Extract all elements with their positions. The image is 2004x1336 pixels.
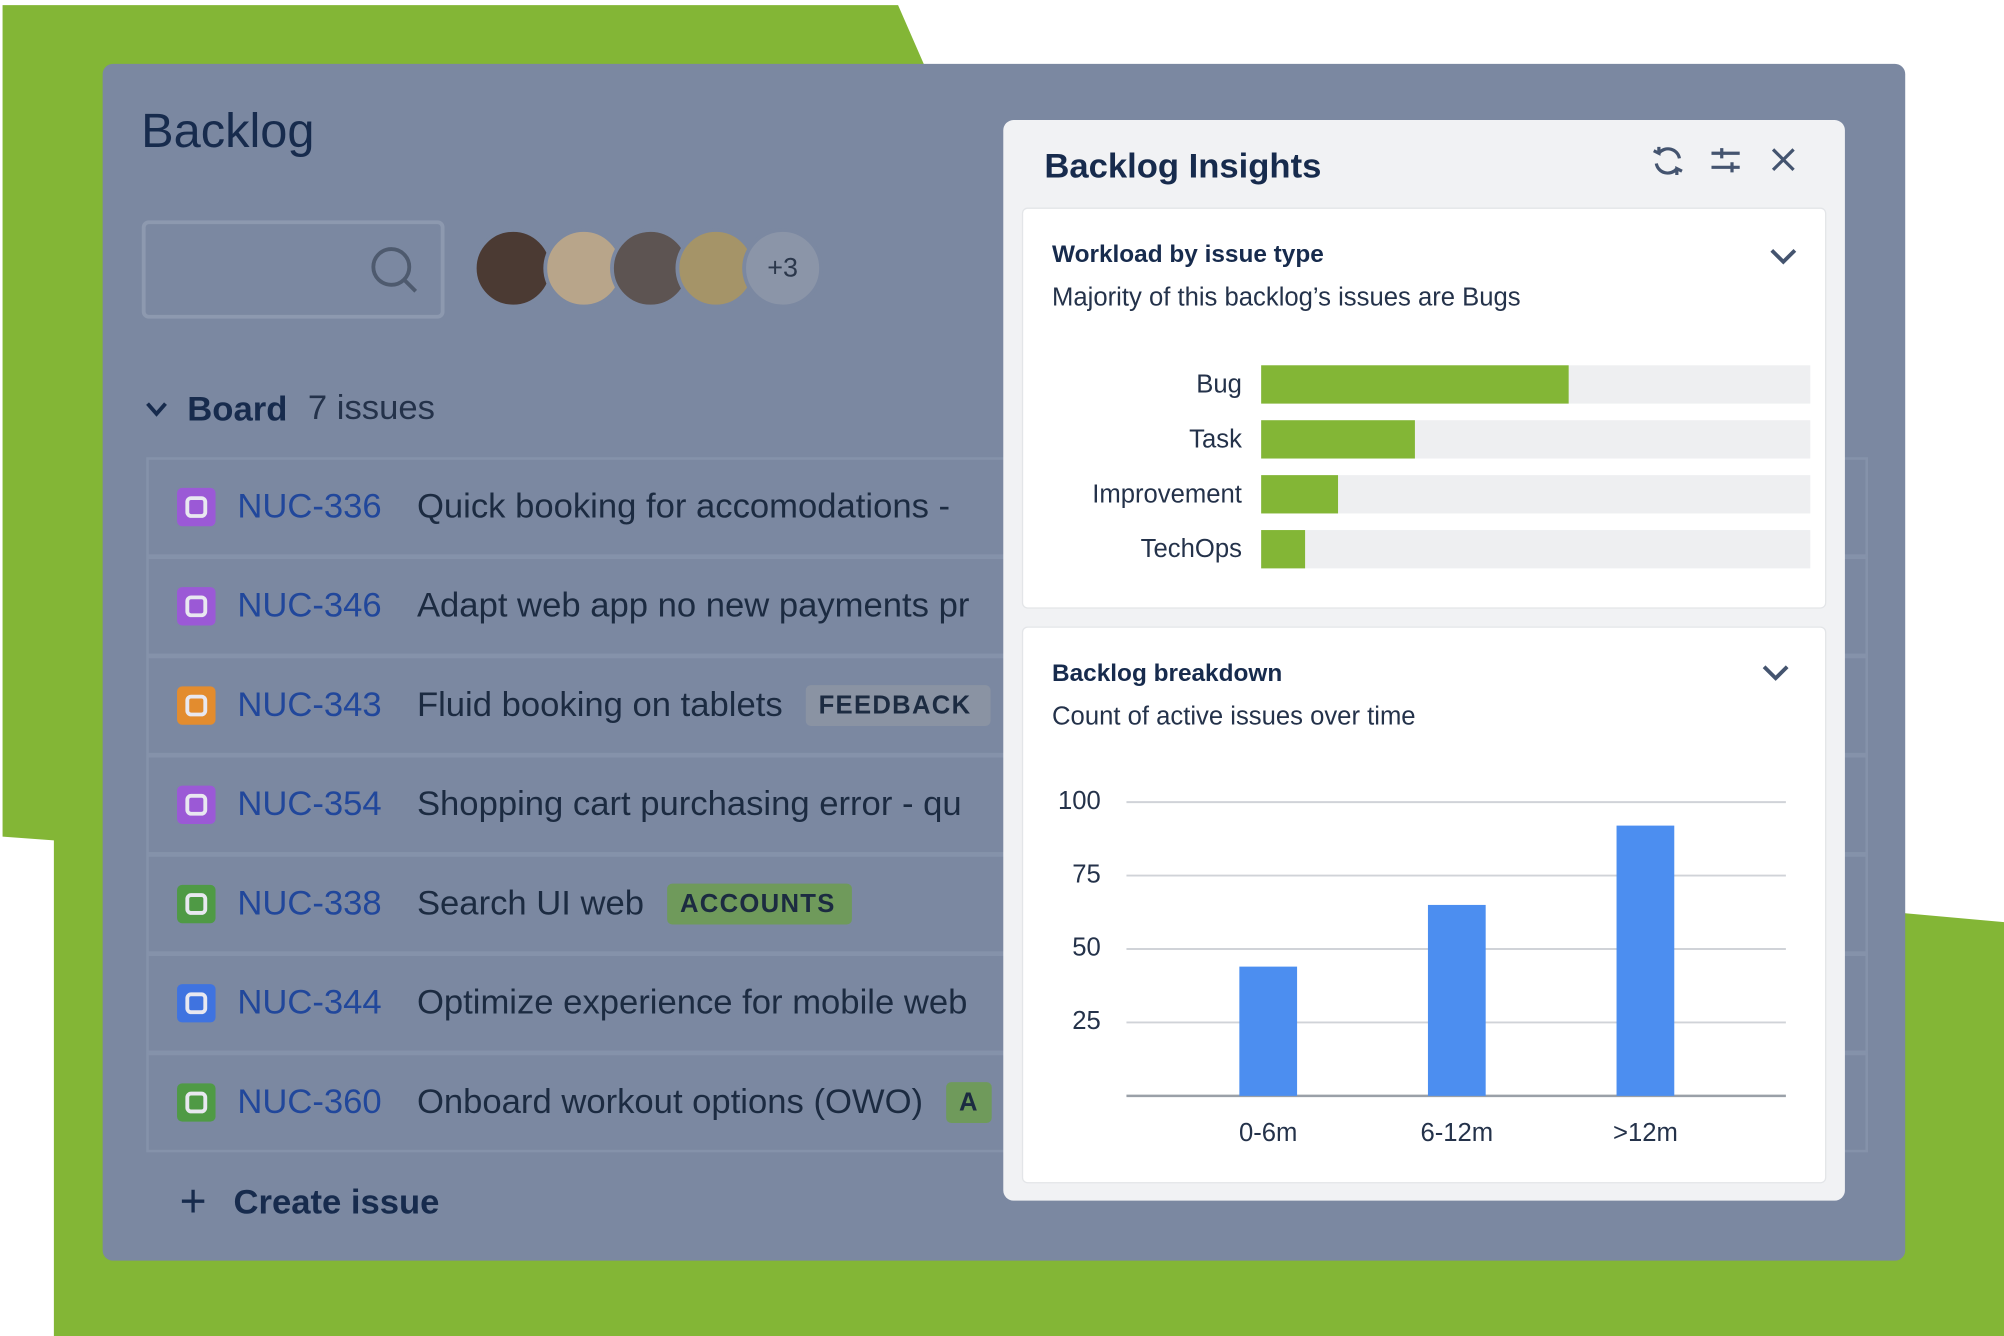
issue-icon <box>177 785 216 824</box>
collapse-chevron[interactable] <box>1770 248 1797 265</box>
issue-key[interactable]: NUC-344 <box>237 984 381 1022</box>
issue-tag <box>946 1082 992 1123</box>
issue-icon-inner <box>185 1091 208 1114</box>
issue-key[interactable]: NUC-336 <box>237 488 381 526</box>
bar-label: Task <box>1189 425 1242 453</box>
search-box[interactable] <box>141 220 445 319</box>
issue-icon-inner <box>185 893 208 915</box>
chart-title: Backlog breakdown <box>1052 660 1282 687</box>
issue-summary: Fluid booking on tablets <box>417 686 783 724</box>
issue-key[interactable]: NUC-346 <box>237 587 381 625</box>
bar <box>1261 530 1306 569</box>
issue-tag <box>805 685 991 726</box>
issue-summary: Optimize experience for mobile web <box>417 984 967 1022</box>
issue-summary: Adapt web app no new payments pr <box>417 587 969 625</box>
issue-summary: Shopping cart purchasing error - qu <box>417 785 962 823</box>
collapse-chevron[interactable] <box>1762 665 1789 681</box>
y-tick-label: 50 <box>1072 934 1101 962</box>
filter-icon[interactable] <box>1711 148 1740 173</box>
issue-tag <box>667 883 852 925</box>
avatar-more <box>742 227 824 309</box>
bar-label: TechOps <box>1141 535 1242 563</box>
board-label: Board <box>187 390 287 428</box>
issue-icon-inner <box>185 992 208 1015</box>
avatar-more-label: +3 <box>767 253 798 283</box>
avatars[interactable]: +3 <box>472 227 824 309</box>
issue-icon-inner <box>185 793 208 816</box>
issue-tag-label: ACCOUNTS <box>680 890 836 918</box>
issue-key[interactable]: NUC-338 <box>237 884 381 922</box>
issue-icon-inner <box>185 694 208 717</box>
chart-title: Workload by issue type <box>1052 241 1324 268</box>
issue-icon <box>177 487 216 527</box>
avatar <box>472 227 554 309</box>
create-issue[interactable]: Create issue <box>234 1184 440 1222</box>
search-icon <box>402 278 418 293</box>
bar <box>1261 475 1339 514</box>
issue-summary: Onboard workout options (OWO) <box>417 1083 923 1121</box>
y-tick-label: 25 <box>1072 1007 1101 1035</box>
bar <box>1239 966 1298 1096</box>
bar <box>1261 420 1415 459</box>
issue-icon-inner <box>185 496 208 518</box>
board-chevron[interactable] <box>146 402 167 417</box>
issue-icon <box>177 984 216 1023</box>
issue-summary: Quick booking for accomodations - <box>417 488 950 526</box>
issue-key[interactable]: NUC-354 <box>237 785 381 823</box>
panel-icons <box>1653 146 1795 175</box>
page-title: Backlog <box>141 104 314 158</box>
issue-key[interactable]: NUC-360 <box>237 1083 381 1121</box>
x-tick-label: 0-6m <box>1239 1119 1297 1147</box>
insights-title: Backlog Insights <box>1044 148 1321 186</box>
chart-subtitle: Count of active issues over time <box>1052 703 1416 731</box>
bar-track <box>1261 530 1811 569</box>
issue-tag-label: A <box>959 1089 979 1117</box>
bar <box>1427 904 1486 1096</box>
create-plus: + <box>180 1175 207 1227</box>
chart-subtitle: Majority of this backlog’s issues are Bu… <box>1052 284 1521 312</box>
bar-track <box>1261 475 1811 514</box>
bar-label: Improvement <box>1092 480 1242 508</box>
issue-icon <box>177 587 216 626</box>
issue-summary: Search UI web <box>417 884 644 922</box>
bar <box>1616 825 1675 1096</box>
refresh-icon[interactable] <box>1653 146 1683 175</box>
issue-icon <box>177 686 216 725</box>
y-tick-label: 100 <box>1058 787 1101 815</box>
issue-key[interactable]: NUC-343 <box>237 686 381 724</box>
y-tick-label: 75 <box>1072 860 1101 888</box>
bar-label: Bug <box>1196 371 1242 399</box>
issue-icon <box>177 1083 216 1122</box>
issue-tag-label: FEEDBACK <box>819 692 972 720</box>
x-tick-label: 6-12m <box>1420 1119 1493 1147</box>
issue-icon <box>177 884 216 924</box>
issue-icon-inner <box>185 595 208 618</box>
x-tick-label: >12m <box>1613 1119 1678 1147</box>
bar <box>1261 365 1569 404</box>
close-icon[interactable] <box>1771 148 1795 172</box>
search-icon <box>371 247 412 287</box>
board-count: 7 issues <box>308 389 435 427</box>
